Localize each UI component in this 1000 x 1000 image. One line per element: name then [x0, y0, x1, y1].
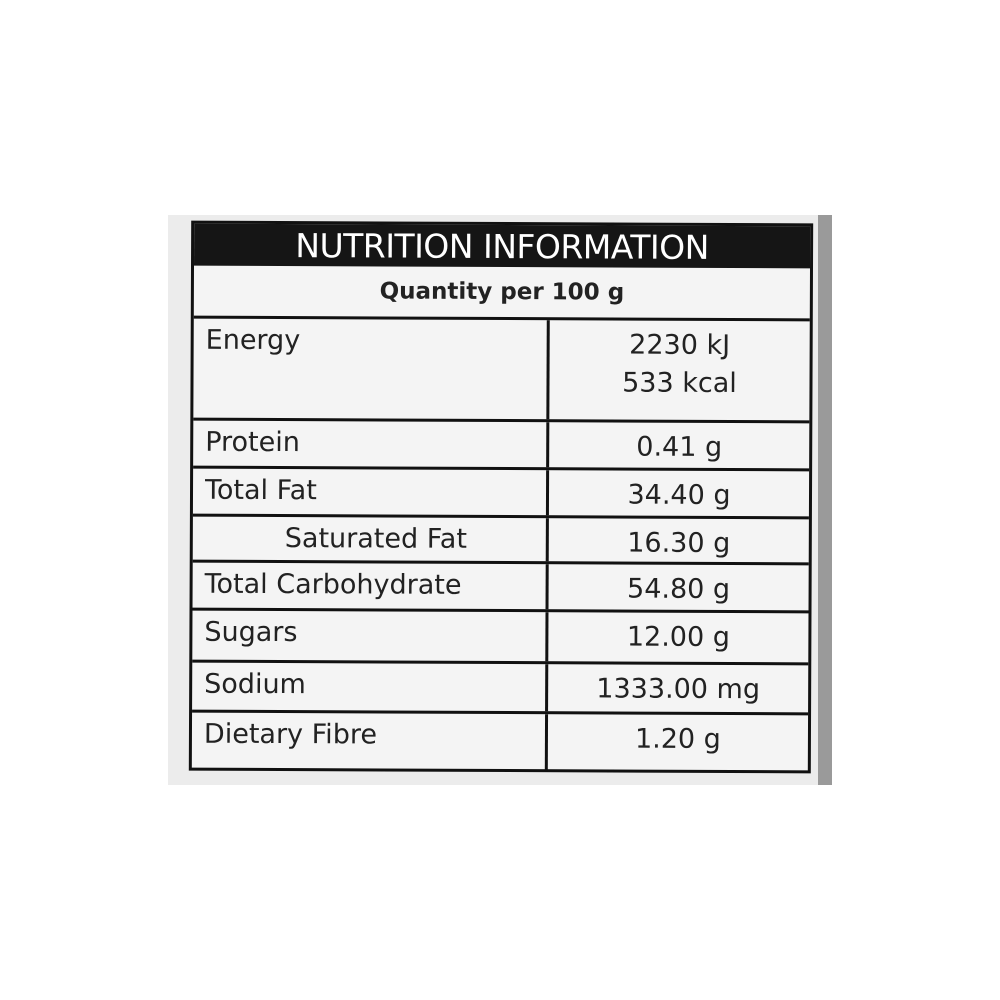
nutrient-name: Sodium: [192, 662, 549, 712]
table-row: Dietary Fibre 1.20 g: [191, 712, 808, 773]
package-edge: [818, 215, 832, 785]
nutrient-value: 2230 kJ 533 kcal: [549, 320, 809, 420]
nutrient-name: Saturated Fat: [192, 516, 549, 562]
table-row: Saturated Fat 16.30 g: [192, 516, 809, 566]
nutrient-name: Total Fat: [192, 468, 550, 516]
nutrient-name: Dietary Fibre: [191, 712, 549, 772]
energy-kj: 2230 kJ: [629, 329, 731, 361]
nutrient-value: 1333.00 mg: [596, 673, 761, 706]
nutrient-value: 0.41 g: [636, 431, 723, 463]
nutrient-value: 1.20 g: [634, 723, 721, 755]
energy-kcal: 533 kcal: [622, 367, 737, 400]
nutrient-value: 34.40 g: [627, 479, 731, 512]
nutrient-value: 16.30 g: [627, 527, 731, 560]
label-title: NUTRITION INFORMATION: [194, 223, 811, 269]
nutrition-label: NUTRITION INFORMATION Quantity per 100 g…: [188, 220, 814, 774]
nutrient-value: 12.00 g: [626, 621, 730, 653]
nutrient-name: Energy: [193, 318, 550, 420]
table-row: Sodium 1333.00 mg: [192, 662, 809, 716]
serving-size: Quantity per 100 g: [193, 265, 811, 322]
nutrient-value: 54.80 g: [627, 573, 731, 606]
table-row: Total Fat 34.40 g: [192, 468, 810, 520]
table-row: Energy 2230 kJ 533 kcal: [193, 318, 810, 424]
nutrient-name: Total Carbohydrate: [192, 562, 549, 610]
table-row: Sugars 12.00 g: [192, 610, 809, 666]
table-row: Total Carbohydrate 54.80 g: [192, 562, 809, 614]
nutrient-name: Protein: [193, 420, 550, 468]
table-row: Protein 0.41 g: [193, 420, 810, 472]
nutrient-name: Sugars: [192, 610, 549, 662]
